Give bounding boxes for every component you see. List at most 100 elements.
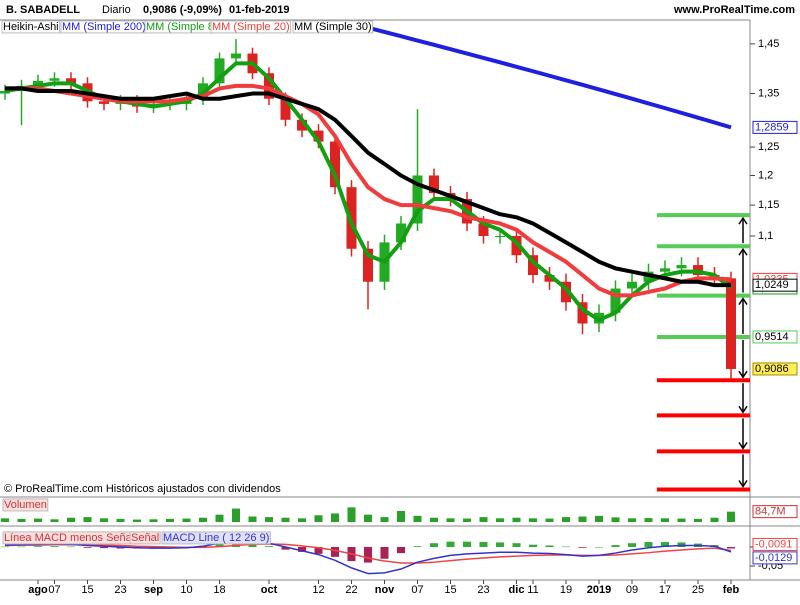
histogram-bar bbox=[677, 542, 686, 547]
volume-bar bbox=[380, 517, 389, 522]
x-tick-label: 11 bbox=[527, 584, 538, 596]
price-tag-label: -0,0129 bbox=[755, 552, 792, 564]
x-tick-label: feb bbox=[723, 584, 740, 596]
legend-box bbox=[292, 20, 374, 34]
histogram-bar bbox=[628, 543, 636, 547]
histogram-bar bbox=[380, 546, 389, 559]
volume-bar bbox=[232, 508, 240, 522]
volume-bar bbox=[545, 518, 554, 522]
legend-box bbox=[1, 20, 61, 34]
candle-body bbox=[561, 281, 571, 303]
histogram-bar bbox=[281, 546, 290, 550]
x-tick-label: oct bbox=[261, 584, 278, 596]
histogram-bar bbox=[298, 546, 306, 552]
histogram-bar bbox=[661, 542, 669, 547]
histogram-bar bbox=[100, 546, 108, 549]
histogram-bar bbox=[446, 541, 455, 547]
candle-body bbox=[544, 275, 555, 282]
histogram-bar bbox=[529, 544, 537, 547]
volume-bar bbox=[100, 518, 108, 522]
y-tick-label: 1,35 bbox=[758, 87, 779, 99]
footer-note: © ProRealTime.com Históricos ajustados c… bbox=[4, 483, 281, 495]
volume-bar bbox=[17, 518, 26, 522]
price-tag-label: 0,9086 bbox=[755, 363, 789, 375]
volume-bar bbox=[331, 513, 339, 522]
price-tag bbox=[752, 330, 798, 344]
volume-bar bbox=[347, 507, 356, 522]
volume-bar bbox=[661, 518, 669, 522]
candle-body bbox=[577, 302, 588, 324]
date: 01-feb-2019 bbox=[229, 4, 290, 16]
histogram-bar bbox=[430, 543, 438, 547]
volume-bar bbox=[677, 518, 686, 522]
x-tick-label: 09 bbox=[626, 584, 638, 596]
histogram-bar bbox=[17, 546, 26, 548]
site: www.ProRealTime.com bbox=[673, 4, 795, 16]
histogram-bar bbox=[397, 546, 405, 554]
histogram-bar bbox=[50, 546, 59, 547]
volume-bar bbox=[578, 516, 587, 522]
candle-body bbox=[99, 101, 109, 104]
candle-body bbox=[528, 255, 538, 276]
volume-bar bbox=[595, 515, 603, 522]
volume-bar bbox=[479, 517, 488, 522]
histogram-bar bbox=[413, 546, 422, 547]
candle-body bbox=[264, 73, 274, 99]
arrowhead bbox=[738, 405, 748, 414]
y-tick-label: 1,25 bbox=[758, 141, 779, 153]
x-tick-label: 17 bbox=[659, 584, 671, 596]
volume-bar bbox=[116, 518, 125, 522]
x-tick-label: ago bbox=[28, 584, 48, 596]
volume-bar bbox=[628, 518, 636, 522]
price-tag bbox=[752, 120, 798, 134]
x-tick-label: 23 bbox=[114, 584, 126, 596]
volume-bar bbox=[34, 518, 42, 522]
candle-body bbox=[726, 278, 736, 369]
candle-body bbox=[511, 235, 522, 256]
price-tag-label: 1,0249 bbox=[755, 279, 789, 291]
volume-bar bbox=[364, 514, 372, 522]
volume-bar bbox=[694, 518, 702, 522]
x-tick-label: 2019 bbox=[587, 584, 611, 596]
volume-bar bbox=[644, 518, 653, 522]
candle-body bbox=[280, 98, 291, 120]
volume-bar bbox=[281, 517, 290, 522]
volume-bar bbox=[182, 518, 191, 522]
histogram-bar bbox=[215, 543, 224, 547]
histogram-bar bbox=[83, 546, 92, 548]
price-tag bbox=[752, 551, 798, 565]
volume-bar bbox=[727, 511, 735, 522]
line-series bbox=[5, 83, 732, 298]
price-tag bbox=[752, 505, 798, 519]
price-tag-label: -0,0091 bbox=[755, 538, 792, 550]
x-tick-label: 07 bbox=[48, 584, 60, 596]
histogram-bar bbox=[578, 546, 587, 548]
y-tick-label: 1,1 bbox=[758, 230, 773, 242]
histogram-bar bbox=[611, 545, 620, 547]
arrowhead bbox=[738, 442, 748, 450]
legend-entry: MM (Simple 20) bbox=[212, 21, 290, 33]
quote: 0,9086 (-9,09%) bbox=[143, 4, 222, 16]
legend-box bbox=[161, 531, 271, 545]
histogram-bar bbox=[463, 541, 471, 547]
histogram-bar bbox=[595, 546, 603, 548]
histogram-bar bbox=[1, 546, 9, 548]
volume-bar bbox=[463, 518, 471, 522]
legend-entry: MM (Simple 200) bbox=[62, 21, 146, 33]
candle-body bbox=[66, 78, 76, 84]
histogram-bar bbox=[331, 546, 339, 557]
candle-body bbox=[0, 90, 10, 94]
x-tick-label: 23 bbox=[477, 584, 489, 596]
volume-bar bbox=[430, 517, 438, 522]
x-tick-label: 15 bbox=[444, 584, 456, 596]
volume-bar bbox=[67, 517, 75, 522]
histogram-bar bbox=[562, 546, 570, 548]
histogram-bar bbox=[248, 543, 257, 547]
histogram-bar bbox=[545, 545, 554, 547]
arrowhead bbox=[738, 216, 748, 225]
volume-bar bbox=[397, 511, 405, 522]
volume-bar bbox=[413, 515, 422, 522]
volume-bar bbox=[1, 518, 9, 522]
